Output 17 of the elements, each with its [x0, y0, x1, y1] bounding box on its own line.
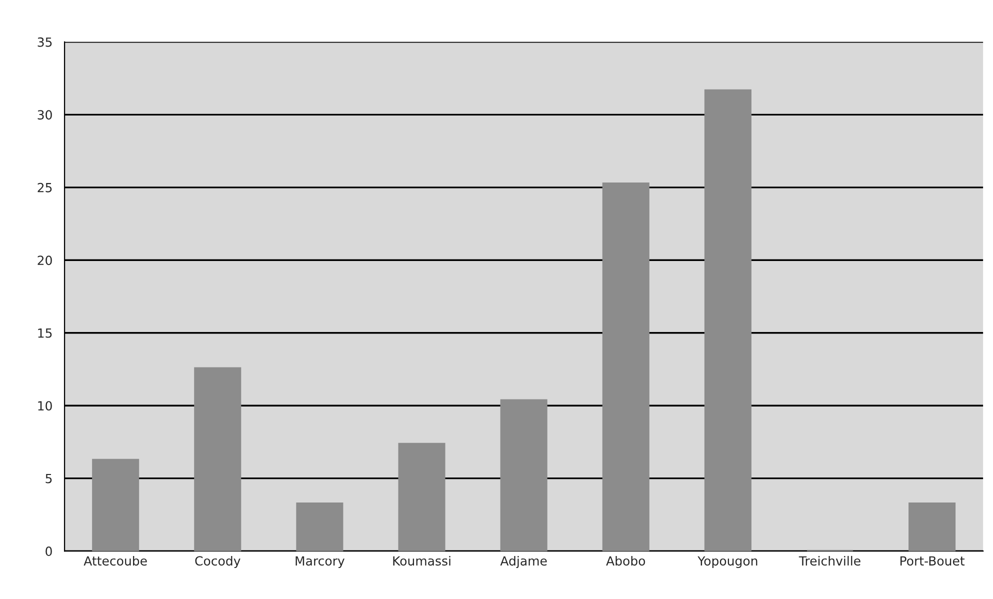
x-tick-label: Marcory	[296, 556, 344, 568]
x-tick-label: Abobo	[606, 556, 646, 566]
y-tick-label: 15	[38, 328, 52, 338]
y-tick-label: 5	[46, 474, 52, 484]
x-tick-label: Adjame	[500, 556, 547, 568]
x-tick-label: Yopougon	[698, 556, 758, 568]
y-tick-label: 10	[38, 401, 52, 411]
y-tick-label: 35	[38, 37, 52, 47]
x-tick-label: Koumassi	[393, 556, 450, 566]
y-tick-label: 0	[46, 546, 52, 556]
y-tick-label: 20	[38, 256, 52, 266]
x-tick-label: Attecoube	[84, 556, 147, 566]
x-tick-label: Cocody	[195, 556, 240, 568]
y-tick-label: 25	[38, 182, 52, 192]
y-tick-label: 30	[38, 110, 52, 120]
x-tick-label: Port-Bouet	[900, 556, 965, 566]
x-tick-label: Treichville	[798, 556, 860, 566]
